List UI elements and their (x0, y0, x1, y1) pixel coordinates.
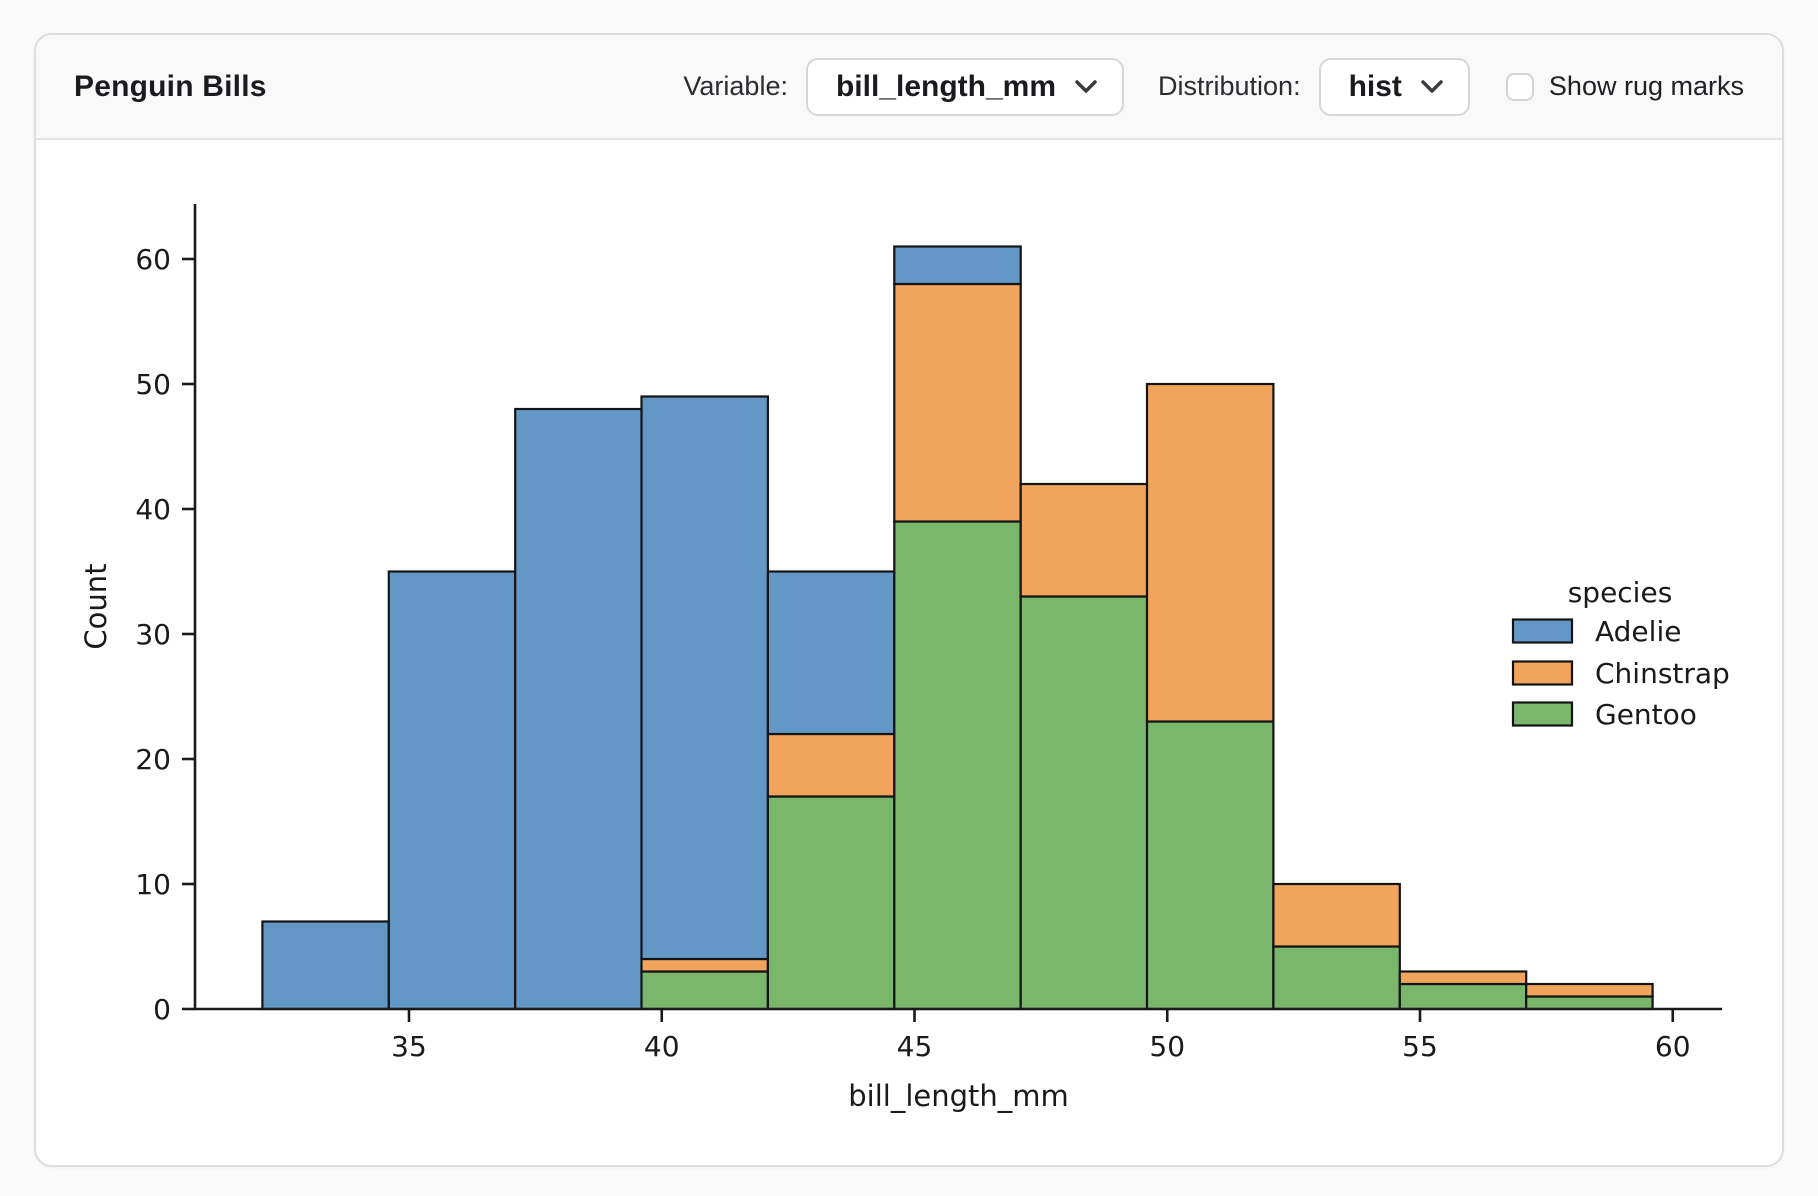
card-header: Penguin Bills Variable: bill_length_mm D… (36, 35, 1782, 140)
x-tick-label: 55 (1402, 1030, 1438, 1063)
bar-segment-gentoo-bin5 (893, 520, 1022, 1011)
header-controls: Variable: bill_length_mm Distribution: h… (683, 57, 1744, 116)
distribution-select-value: hist (1348, 69, 1402, 103)
histogram-chart: 35 40 45 50 55 60 0 10 20 30 40 50 60 bill_length_mm C… (79, 204, 1730, 1113)
show-rug-label[interactable]: Show rug marks (1548, 71, 1744, 101)
y-tick-label: 20 (135, 743, 171, 776)
bar-segment-chinstrap-bin6 (1019, 482, 1149, 598)
x-tick-label: 50 (1149, 1030, 1185, 1063)
legend-label-adelie: Adelie (1595, 615, 1681, 648)
legend-swatch-chinstrap (1511, 660, 1574, 686)
chart-container: 35 40 45 50 55 60 0 10 20 30 40 50 60 bill_length_mm C… (36, 140, 1782, 1165)
legend-swatch-adelie (1511, 618, 1574, 644)
page-title: Penguin Bills (74, 69, 267, 103)
legend-title: species (1568, 576, 1673, 609)
bar-segment-chinstrap-bin8 (1272, 882, 1401, 948)
bar-segment-chinstrap-bin10 (1525, 982, 1654, 998)
legend-label-gentoo: Gentoo (1595, 698, 1697, 731)
bar-segment-gentoo-bin10 (1525, 995, 1654, 1011)
bar-segment-adelie-bin3 (640, 395, 770, 961)
bar-segment-adelie-bin5 (893, 245, 1022, 286)
y-tick-label: 0 (153, 993, 171, 1026)
variable-select-value: bill_length_mm (835, 69, 1057, 103)
y-tick-label: 60 (135, 243, 171, 276)
bar-segment-gentoo-bin8 (1272, 945, 1401, 1011)
bar-segment-adelie-bin1 (387, 570, 517, 1011)
x-axis-label: bill_length_mm (848, 1079, 1069, 1113)
bar-segment-chinstrap-bin9 (1398, 970, 1528, 986)
legend-swatch-gentoo (1511, 701, 1574, 727)
bar-segment-gentoo-bin6 (1019, 595, 1149, 1011)
bar-segment-chinstrap-bin7 (1145, 382, 1275, 723)
y-tick-label: 40 (135, 493, 171, 526)
legend-label-chinstrap: Chinstrap (1595, 657, 1730, 690)
bar-segment-adelie-bin0 (261, 920, 390, 1011)
bar-segment-adelie-bin2 (514, 407, 643, 1011)
bar-segment-chinstrap-bin3 (640, 957, 770, 973)
bar-segment-adelie-bin4 (766, 570, 896, 736)
y-axis-label: Count (79, 563, 113, 649)
y-tick-label: 50 (135, 368, 171, 401)
bar-segment-gentoo-bin4 (766, 795, 896, 1011)
chevron-down-icon (1075, 80, 1097, 93)
distribution-label: Distribution: (1158, 71, 1301, 101)
bar-segment-chinstrap-bin5 (893, 282, 1022, 523)
show-rug-checkbox[interactable] (1505, 72, 1534, 101)
variable-select[interactable]: bill_length_mm (805, 57, 1125, 116)
x-tick-label: 35 (391, 1030, 427, 1063)
bar-segment-gentoo-bin7 (1145, 720, 1275, 1011)
y-tick-label: 10 (135, 868, 171, 901)
bar-segment-chinstrap-bin4 (766, 732, 896, 798)
bar-segment-gentoo-bin3 (640, 970, 770, 1011)
x-tick-label: 40 (644, 1030, 680, 1063)
variable-label: Variable: (683, 71, 788, 101)
x-tick-label: 60 (1655, 1030, 1691, 1063)
y-tick-label: 30 (135, 618, 171, 651)
bar-segment-gentoo-bin9 (1398, 982, 1528, 1011)
chevron-down-icon (1421, 80, 1443, 93)
x-tick-label: 45 (897, 1030, 933, 1063)
distribution-select[interactable]: hist (1318, 57, 1470, 116)
penguin-bills-card: Penguin Bills Variable: bill_length_mm D… (34, 33, 1784, 1167)
